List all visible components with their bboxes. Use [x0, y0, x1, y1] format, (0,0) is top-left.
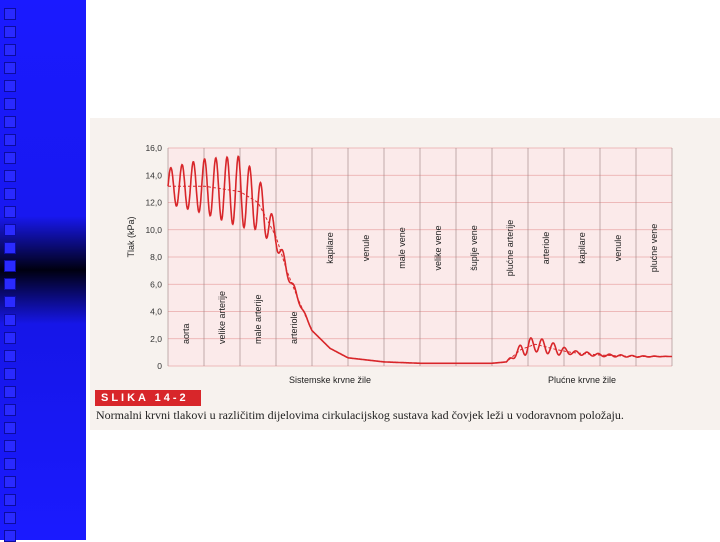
y-tick-label: 16,0 [145, 143, 162, 153]
sidebar-square [4, 386, 16, 398]
segment-label: aorta [181, 323, 191, 344]
sidebar-square [4, 458, 16, 470]
y-tick-label: 8,0 [150, 252, 162, 262]
sidebar-square [4, 476, 16, 488]
sidebar-square [4, 98, 16, 110]
sidebar-square [4, 296, 16, 308]
y-tick-label: 12,0 [145, 198, 162, 208]
segment-label: šuplje vene [469, 225, 479, 271]
sidebar-square [4, 8, 16, 20]
sidebar-square [4, 530, 16, 542]
pressure-chart: 16,0 14,0 12,0 10,0 8,0 6,0 4,0 2,0 0 aorta velike… [126, 143, 673, 385]
sidebar-square [4, 188, 16, 200]
group-label-pulmonary: Plućne krvne žile [548, 375, 616, 385]
y-tick-label: 10,0 [145, 225, 162, 235]
y-tick-label: 2,0 [150, 334, 162, 344]
sidebar-square [4, 260, 16, 272]
sidebar-square [4, 134, 16, 146]
sidebar-square [4, 404, 16, 416]
sidebar-square [4, 44, 16, 56]
sidebar-square [4, 314, 16, 326]
segment-label: plućne arterije [505, 220, 515, 277]
y-axis-label: Tlak (kPa) [126, 216, 136, 257]
segment-label: velike vene [433, 225, 443, 270]
sidebar-square [4, 512, 16, 524]
sidebar-square [4, 26, 16, 38]
sidebar-square [4, 494, 16, 506]
segment-label: plućne vene [649, 224, 659, 273]
sidebar-square [4, 224, 16, 236]
sidebar-square [4, 152, 16, 164]
pressure-series-line [167, 155, 672, 365]
sidebar-square [4, 116, 16, 128]
segment-label: venule [361, 235, 371, 262]
y-tick-label: 6,0 [150, 279, 162, 289]
sidebar-square [4, 242, 16, 254]
y-tick-label: 0 [157, 361, 162, 371]
sidebar-square [4, 332, 16, 344]
y-tick-label: 14,0 [145, 170, 162, 180]
square-bullets-strip [0, 0, 18, 542]
sidebar-square [4, 350, 16, 362]
group-label-systemic: Sistemske krvne žile [289, 375, 371, 385]
segment-label: kapilare [577, 232, 587, 264]
segment-label: male vene [397, 227, 407, 269]
figure-panel: 16,0 14,0 12,0 10,0 8,0 6,0 4,0 2,0 0 aorta velike… [90, 118, 720, 430]
sidebar-square [4, 368, 16, 380]
figure-label: SLIKA 14-2 [95, 390, 201, 406]
sidebar-square [4, 206, 16, 218]
segment-label: arteriole [541, 232, 551, 265]
segment-label: arteriole [289, 311, 299, 344]
y-tick-label: 4,0 [150, 307, 162, 317]
figure-caption: Normalni krvni tlakovi u različitim dije… [96, 408, 624, 422]
segment-label: kapilare [325, 232, 335, 264]
sidebar-square [4, 278, 16, 290]
segment-label: male arterije [253, 294, 263, 344]
sidebar-square [4, 80, 16, 92]
sidebar-square [4, 170, 16, 182]
segment-label: venule [613, 235, 623, 262]
sidebar-square [4, 440, 16, 452]
sidebar-square [4, 62, 16, 74]
sidebar-square [4, 422, 16, 434]
segment-label: velike arterije [217, 291, 227, 344]
